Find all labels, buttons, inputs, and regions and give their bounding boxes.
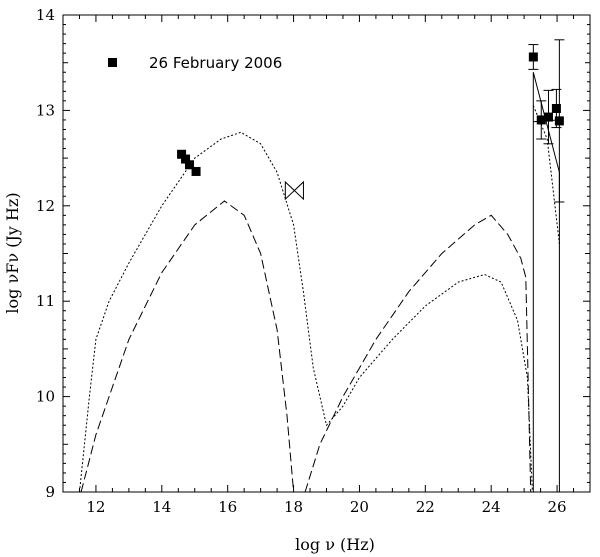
data-point xyxy=(191,166,201,176)
data-point xyxy=(177,149,187,159)
legend-marker-square xyxy=(108,58,117,67)
model-curve-dashed xyxy=(304,214,532,493)
y-tick-label: 11 xyxy=(36,292,55,310)
legend: 26 February 2006 xyxy=(108,54,282,72)
y-axis-label: log νFν (Jy Hz) xyxy=(3,192,22,313)
x-tick-label: 18 xyxy=(284,498,303,516)
y-tick-label: 12 xyxy=(36,197,55,215)
legend-label: 26 February 2006 xyxy=(149,54,282,72)
x-axis-label: log ν (Hz) xyxy=(295,535,375,554)
y-tick-label: 14 xyxy=(36,6,55,24)
data-point xyxy=(184,160,194,170)
data-marks xyxy=(177,39,565,203)
data-point xyxy=(554,116,564,126)
model-curve-dashed xyxy=(80,200,295,493)
x-tick-label: 14 xyxy=(152,498,171,516)
x-tick-label: 24 xyxy=(482,498,501,516)
data-point xyxy=(536,115,546,125)
plot-frame xyxy=(62,14,591,493)
y-tick-label: 9 xyxy=(45,483,55,501)
x-tick-label: 16 xyxy=(218,498,237,516)
data-point xyxy=(543,112,553,122)
x-tick-label: 12 xyxy=(86,498,105,516)
model-curve-solid xyxy=(532,72,560,492)
model-curve-dotted xyxy=(79,131,533,493)
data-point xyxy=(181,154,191,164)
data-point xyxy=(551,103,561,113)
axes: 12 14 16 18 20 22 24 26 9 10 11 12 13 14 xyxy=(36,6,591,516)
x-tick-label: 22 xyxy=(416,498,435,516)
model-curve-dotted xyxy=(532,105,560,245)
y-tick-label: 10 xyxy=(36,388,55,406)
y-tick-label: 13 xyxy=(36,101,55,119)
xray-bowtie xyxy=(284,180,304,201)
x-tick-label: 26 xyxy=(548,498,567,516)
data-point xyxy=(528,52,538,62)
model-curves xyxy=(79,72,560,493)
x-tick-label: 20 xyxy=(350,498,369,516)
